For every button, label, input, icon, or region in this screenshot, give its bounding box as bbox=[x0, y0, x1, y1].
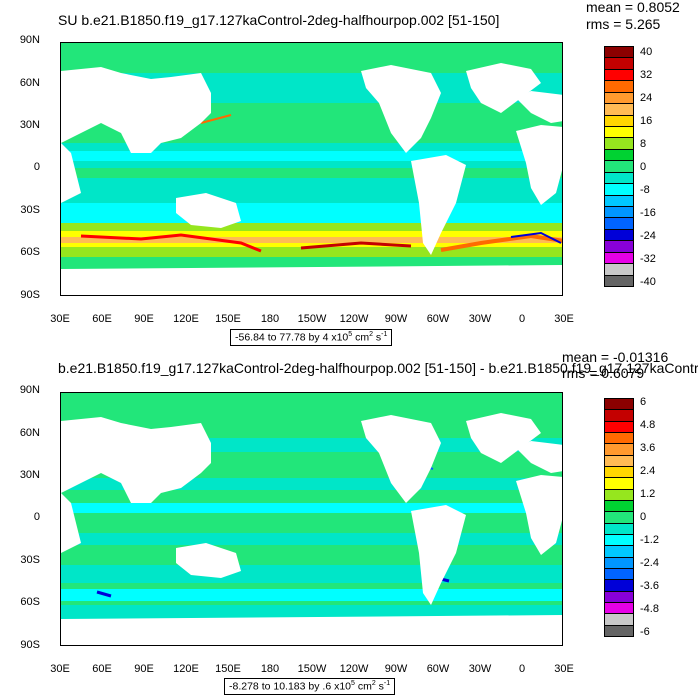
rms-value: rms = 0.6079 bbox=[562, 365, 645, 381]
lat-tick: 90N bbox=[19, 384, 40, 396]
map-field bbox=[61, 393, 562, 645]
colorbar-label: -40 bbox=[640, 276, 656, 288]
colorbar-label: 3.6 bbox=[640, 442, 656, 454]
colorbar-label: -8 bbox=[640, 184, 650, 196]
lon-tick: 120E bbox=[173, 663, 199, 675]
lon-tick: 180 bbox=[260, 663, 280, 675]
colorbar-label: 6 bbox=[640, 396, 647, 408]
panel-title: SU b.e21.B1850.f19_g17.127kaControl-2deg… bbox=[58, 12, 500, 28]
colorbar-cell bbox=[604, 624, 634, 637]
colorbar-label: 16 bbox=[640, 115, 653, 127]
contour-range-label: -8.278 to 10.183 by .6 x105 cm2 s-1 bbox=[224, 678, 396, 695]
mean-value: mean = -0.01316 bbox=[562, 349, 669, 365]
lat-tick: 60N bbox=[19, 77, 40, 89]
lon-tick: 30E bbox=[50, 313, 70, 325]
colorbar-label: 0 bbox=[640, 161, 647, 173]
map-plot bbox=[60, 42, 563, 296]
lon-tick: 120E bbox=[173, 313, 199, 325]
lon-tick: 30W bbox=[468, 313, 492, 325]
lon-tick: 30E bbox=[554, 313, 574, 325]
lon-tick: 60W bbox=[426, 663, 450, 675]
lon-tick: 150W bbox=[297, 663, 327, 675]
colorbar-label: 0 bbox=[640, 511, 647, 523]
colorbar-label: 24 bbox=[640, 92, 653, 104]
lat-tick: 60S bbox=[20, 596, 40, 608]
lat-tick: 30S bbox=[20, 204, 40, 216]
colorbar bbox=[604, 398, 634, 637]
bottom-panel: b.e21.B1850.f19_g17.127kaControl-2deg-ha… bbox=[0, 350, 700, 700]
rms-value: rms = 5.265 bbox=[586, 16, 661, 32]
lon-tick: 150E bbox=[215, 313, 241, 325]
lon-tick: 30E bbox=[554, 663, 574, 675]
colorbar bbox=[604, 46, 634, 287]
lon-tick: 30W bbox=[468, 663, 492, 675]
lat-tick: 0 bbox=[33, 161, 40, 173]
colorbar-label: -24 bbox=[640, 230, 656, 242]
colorbar-label: 40 bbox=[640, 46, 653, 58]
map-plot bbox=[60, 392, 563, 646]
lat-tick: 60N bbox=[19, 427, 40, 439]
colorbar-label: 4.8 bbox=[640, 419, 656, 431]
colorbar-label: -3.6 bbox=[640, 580, 659, 592]
colorbar-label: -2.4 bbox=[640, 557, 659, 569]
lon-tick: 60E bbox=[92, 663, 112, 675]
lon-tick: 60E bbox=[92, 313, 112, 325]
lon-tick: 90E bbox=[134, 663, 154, 675]
lat-tick: 60S bbox=[20, 246, 40, 258]
colorbar-label: -6 bbox=[640, 626, 650, 638]
lat-tick: 90S bbox=[20, 289, 40, 301]
colorbar-label: -32 bbox=[640, 253, 656, 265]
lon-tick: 90E bbox=[134, 313, 154, 325]
panel-title: b.e21.B1850.f19_g17.127kaControl-2deg-ha… bbox=[58, 360, 698, 376]
lon-tick: 30E bbox=[50, 663, 70, 675]
colorbar-label: -1.2 bbox=[640, 534, 659, 546]
lat-tick: 30N bbox=[19, 119, 40, 131]
colorbar-cell bbox=[604, 274, 634, 287]
lat-tick: 30S bbox=[20, 554, 40, 566]
colorbar-label: 1.2 bbox=[640, 488, 656, 500]
lon-tick: 150E bbox=[215, 663, 241, 675]
lat-tick: 0 bbox=[33, 511, 40, 523]
lon-tick: 90W bbox=[384, 313, 408, 325]
colorbar-label: 32 bbox=[640, 69, 653, 81]
lon-tick: 60W bbox=[426, 313, 450, 325]
lon-tick: 120W bbox=[339, 663, 369, 675]
lat-tick: 30N bbox=[19, 469, 40, 481]
colorbar-label: 8 bbox=[640, 138, 647, 150]
colorbar-label: -16 bbox=[640, 207, 656, 219]
contour-range-label: -56.84 to 77.78 by 4 x105 cm2 s-1 bbox=[230, 329, 393, 346]
lon-tick: 120W bbox=[339, 313, 369, 325]
colorbar-label: -4.8 bbox=[640, 603, 659, 615]
lon-tick: 180 bbox=[260, 313, 280, 325]
lon-tick: 0 bbox=[518, 313, 526, 325]
colorbar-label: 2.4 bbox=[640, 465, 656, 477]
lon-tick: 150W bbox=[297, 313, 327, 325]
lon-tick: 90W bbox=[384, 663, 408, 675]
map-field bbox=[61, 43, 562, 295]
lon-tick: 0 bbox=[518, 663, 526, 675]
lat-tick: 90N bbox=[19, 34, 40, 46]
top-panel: SU b.e21.B1850.f19_g17.127kaControl-2deg… bbox=[19, 0, 680, 346]
lat-tick: 90S bbox=[20, 639, 40, 651]
mean-value: mean = 0.8052 bbox=[586, 0, 680, 15]
